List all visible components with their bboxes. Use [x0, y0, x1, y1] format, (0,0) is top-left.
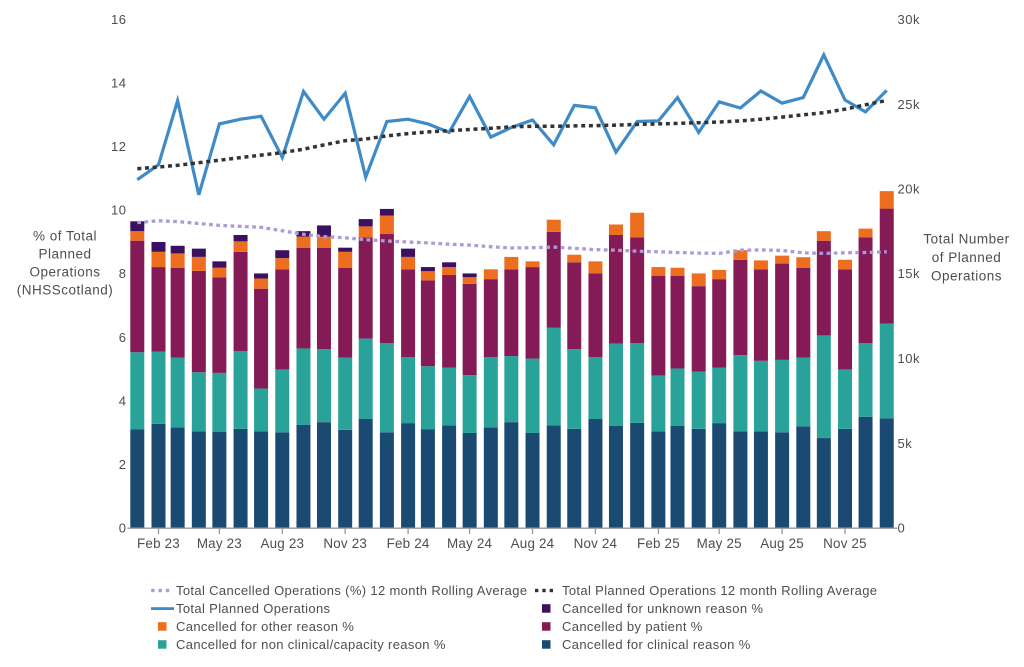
svg-text:May 24: May 24 [447, 536, 492, 551]
svg-text:15k: 15k [898, 266, 920, 281]
svg-text:0: 0 [898, 521, 906, 536]
svg-text:Nov 25: Nov 25 [823, 536, 867, 551]
svg-text:8: 8 [119, 266, 127, 281]
svg-text:Cancelled for unknown reason %: Cancelled for unknown reason % [562, 601, 763, 616]
svg-text:25k: 25k [898, 97, 920, 112]
svg-text:6: 6 [119, 330, 127, 345]
svg-text:Aug 25: Aug 25 [760, 536, 804, 551]
svg-text:% of Total: % of Total [33, 229, 97, 244]
svg-text:Total Number: Total Number [923, 232, 1009, 247]
svg-text:May 25: May 25 [697, 536, 742, 551]
svg-text:20k: 20k [898, 182, 920, 197]
svg-text:0: 0 [119, 521, 127, 536]
svg-text:Cancelled for non clinical/cap: Cancelled for non clinical/capacity reas… [176, 637, 446, 652]
svg-text:Operations: Operations [29, 265, 100, 280]
svg-text:10k: 10k [898, 351, 920, 366]
svg-text:Feb 23: Feb 23 [137, 536, 180, 551]
svg-text:Aug 24: Aug 24 [511, 536, 555, 551]
svg-text:5k: 5k [898, 436, 913, 451]
svg-text:10: 10 [111, 203, 126, 218]
svg-text:2: 2 [119, 457, 127, 472]
svg-text:Total Planned Operations: Total Planned Operations [176, 601, 331, 616]
svg-text:Total Cancelled Operations (%): Total Cancelled Operations (%) 12 month … [176, 583, 527, 598]
svg-text:Cancelled for clinical reason: Cancelled for clinical reason % [562, 637, 751, 652]
svg-text:4: 4 [119, 393, 127, 408]
svg-text:Feb 24: Feb 24 [387, 536, 430, 551]
svg-text:Operations: Operations [931, 268, 1002, 283]
svg-text:12: 12 [111, 139, 126, 154]
svg-text:of Planned: of Planned [932, 250, 1002, 265]
svg-text:Total Planned Operations 12 mo: Total Planned Operations 12 month Rollin… [562, 583, 877, 598]
svg-text:Nov 24: Nov 24 [574, 536, 618, 551]
svg-text:Cancelled for other reason %: Cancelled for other reason % [176, 619, 354, 634]
svg-text:(NHSScotland): (NHSScotland) [17, 283, 114, 298]
svg-text:14: 14 [111, 76, 126, 91]
svg-text:Planned: Planned [38, 247, 91, 262]
svg-text:30k: 30k [898, 12, 920, 27]
svg-text:16: 16 [111, 12, 126, 27]
svg-text:May 23: May 23 [197, 536, 242, 551]
svg-text:Feb 25: Feb 25 [637, 536, 680, 551]
svg-text:Nov 23: Nov 23 [323, 536, 367, 551]
svg-text:Aug 23: Aug 23 [260, 536, 304, 551]
svg-text:Cancelled by patient %: Cancelled by patient % [562, 619, 703, 634]
